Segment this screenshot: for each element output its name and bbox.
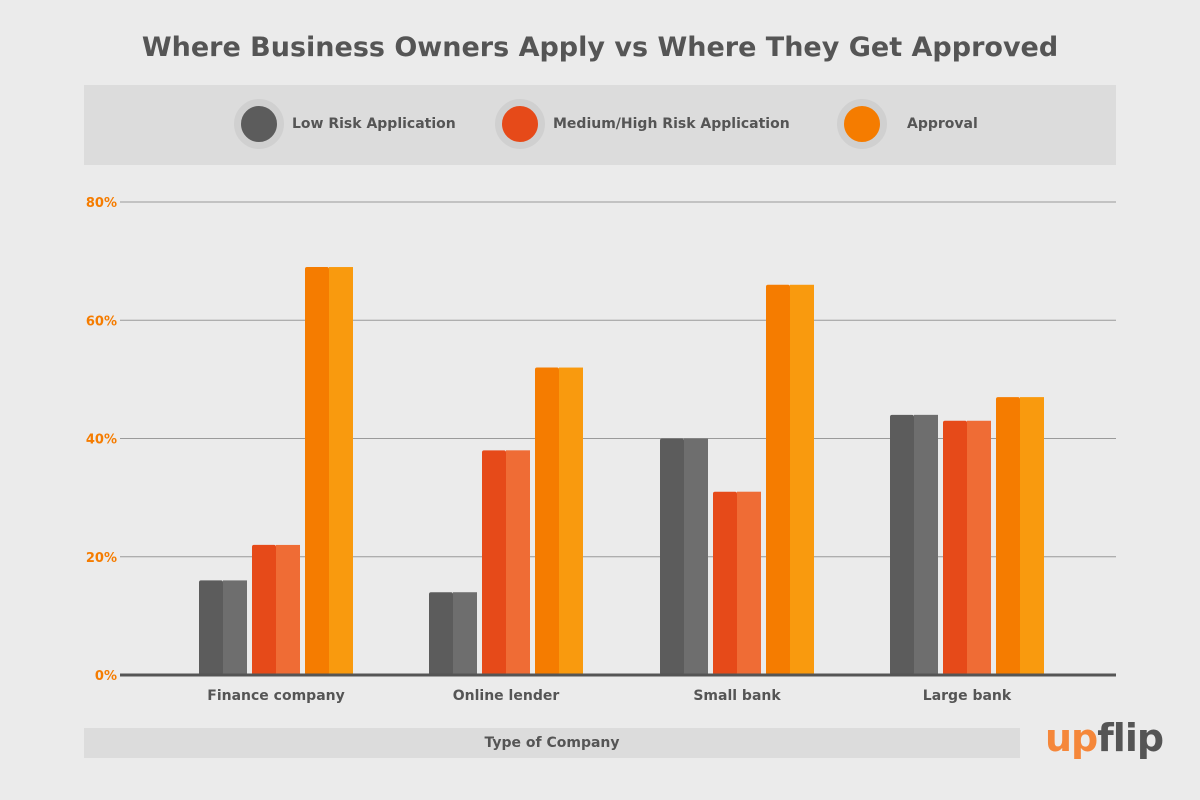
y-tick-label: 20%	[86, 551, 117, 566]
bar-highlight	[559, 367, 583, 675]
bar-highlight	[737, 491, 761, 675]
bar-highlight	[223, 580, 247, 675]
x-tick-label: Online lender	[453, 688, 560, 704]
legend-swatch	[837, 99, 887, 149]
bar-highlight	[684, 438, 708, 675]
bar	[996, 397, 1020, 675]
x-tick-label: Large bank	[923, 688, 1012, 704]
bar	[713, 491, 737, 675]
y-tick-label: 40%	[86, 433, 117, 448]
bar-highlight	[914, 414, 938, 675]
x-axis-title: Type of Company	[84, 728, 1020, 758]
y-tick-label: 0%	[95, 669, 117, 684]
bar	[890, 414, 914, 675]
upflip-logo: upflip	[1045, 716, 1164, 760]
bar	[535, 367, 559, 675]
legend-item-medium-high-risk: Medium/High Risk Application	[495, 99, 790, 149]
legend: Low Risk Application Medium/High Risk Ap…	[84, 85, 1116, 165]
y-tick-label: 60%	[86, 314, 117, 329]
legend-item-approval: Approval	[837, 99, 978, 149]
legend-swatch	[495, 99, 545, 149]
bar	[199, 580, 223, 675]
bar	[943, 420, 967, 675]
legend-label: Approval	[907, 116, 978, 132]
legend-label: Medium/High Risk Application	[553, 116, 790, 132]
bar-highlight	[329, 267, 353, 675]
x-tick-label: Finance company	[207, 688, 344, 704]
bar-highlight	[276, 544, 300, 675]
chart-title: Where Business Owners Apply vs Where The…	[141, 32, 1059, 63]
legend-item-low-risk: Low Risk Application	[234, 99, 456, 149]
bar	[482, 450, 506, 675]
bar-highlight	[453, 592, 477, 675]
bar-highlight	[1020, 397, 1044, 675]
bar	[429, 592, 453, 675]
bar	[766, 284, 790, 675]
bar-highlight	[790, 284, 814, 675]
bar	[660, 438, 684, 675]
x-tick-label: Small bank	[693, 688, 781, 704]
y-tick-label: 80%	[86, 196, 117, 211]
bar-highlight	[506, 450, 530, 675]
legend-swatch	[234, 99, 284, 149]
legend-label: Low Risk Application	[292, 116, 456, 132]
bar	[305, 267, 329, 675]
bar	[252, 544, 276, 675]
bar-highlight	[967, 420, 991, 675]
